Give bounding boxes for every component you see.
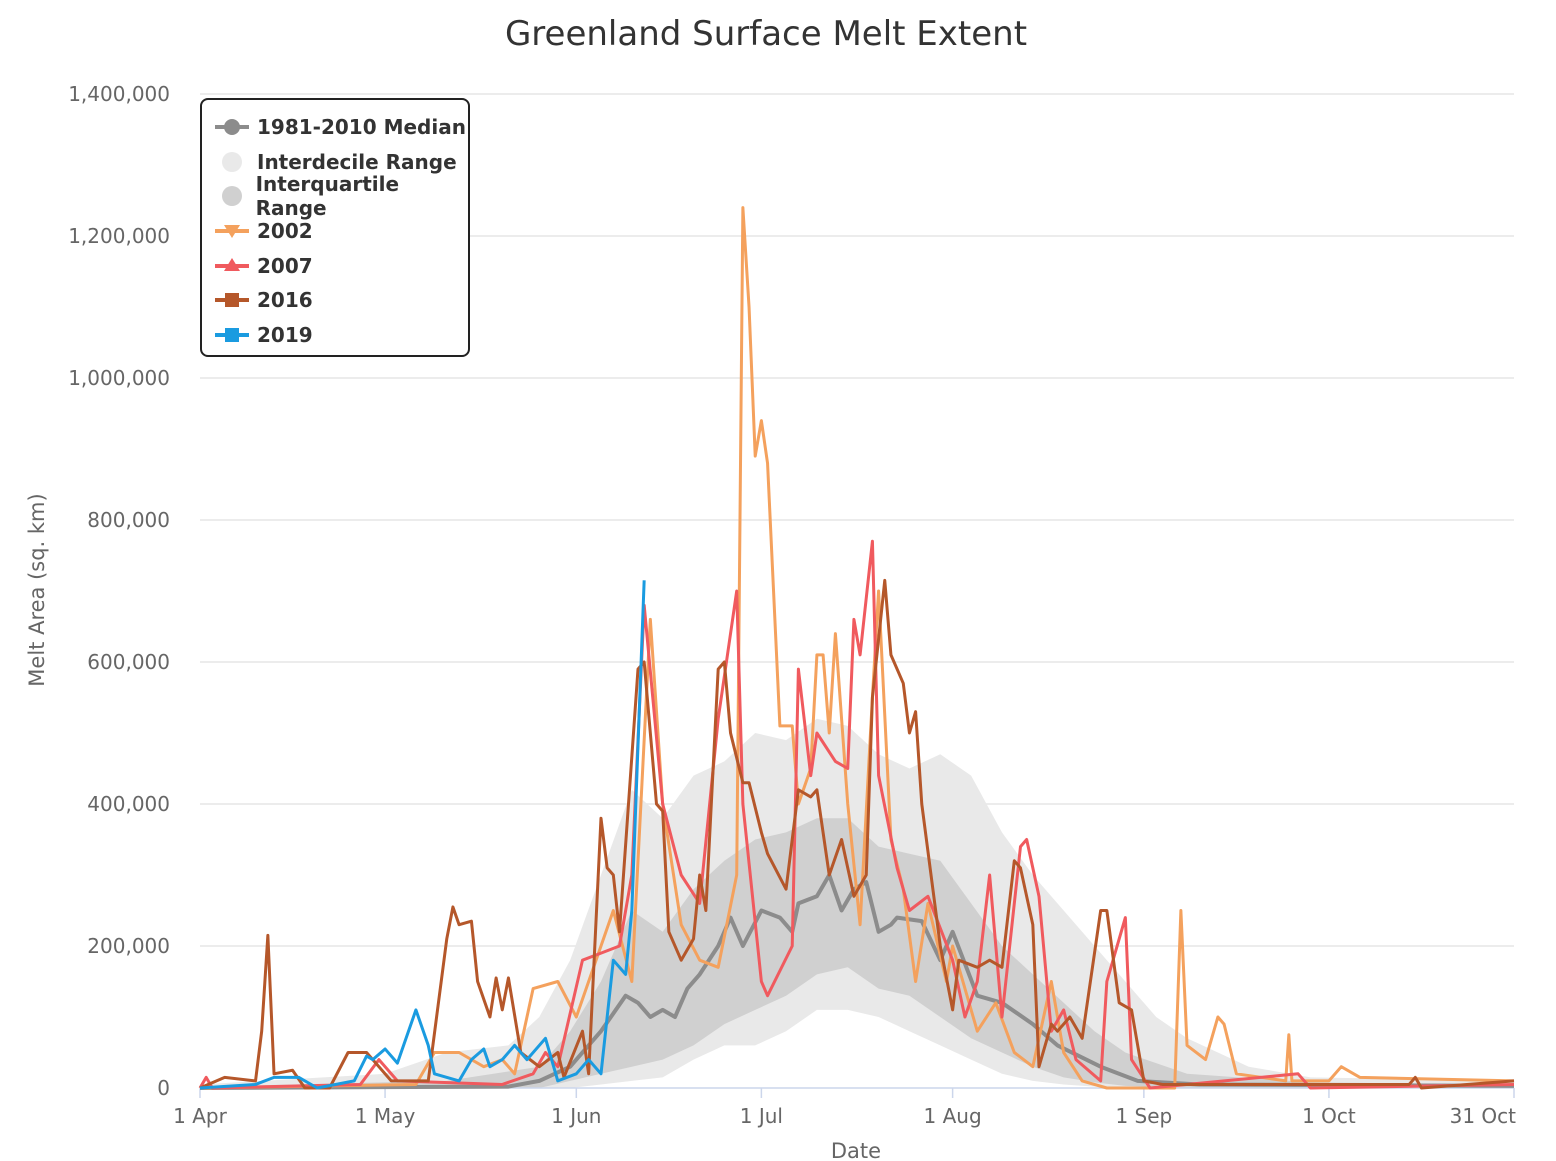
legend-item-median[interactable]: 1981-2010 Median [202,110,468,145]
y-tick-label: 0 [157,1076,170,1100]
y-tick-label: 400,000 [87,792,170,816]
y-tick-label: 1,000,000 [68,366,170,390]
legend-item-2019[interactable]: 2019 [202,318,468,353]
legend-label: 2007 [257,253,313,278]
y-tick-label: 1,400,000 [68,82,170,106]
series-line-2016 [199,578,1515,1090]
circle-marker-icon [215,186,248,207]
x-tick-label: 1 Sep [1115,1104,1172,1128]
y-tick-label: 1,200,000 [68,224,170,248]
square-marker-icon [215,290,249,310]
interquartile-band [200,818,1514,1088]
square-marker-icon [215,325,249,345]
legend-label: 1981-2010 Median [257,115,466,140]
y-tick-label: 800,000 [87,508,170,532]
legend-label: 2002 [257,219,313,244]
triangle-down-marker-icon [215,221,249,241]
series-line-2019 [199,580,646,1090]
triangle-marker-icon [215,256,249,276]
legend-item-2007[interactable]: 2007 [202,248,468,283]
legend-item-interquartile[interactable]: Interquartile Range [202,172,468,220]
chart-legend: 1981-2010 Median Interdecile Range Inter… [200,98,470,357]
legend-label: 2016 [257,288,313,313]
circle-marker-icon [215,117,249,137]
series-line-2007 [198,539,1515,1090]
x-tick-label: 1 Jun [551,1104,601,1128]
y-axis-label: Melt Area (sq. km) [25,493,49,686]
legend-item-2002[interactable]: 2002 [202,214,468,249]
legend-label: 2019 [257,322,313,347]
x-tick-label: 1 Apr [173,1104,227,1128]
x-tick-label: 1 Jul [740,1104,783,1128]
x-axis-label: Date [831,1139,881,1161]
legend-label: Interquartile Range [255,172,400,221]
x-tick-label: 31 Oct [1450,1104,1517,1128]
series-line-1981-2010-median [199,873,1515,1090]
circle-marker-icon [215,151,249,172]
y-tick-label: 600,000 [87,650,170,674]
x-tick-label: 1 Oct [1302,1104,1356,1128]
legend-item-interdecile[interactable]: Interdecile Range [202,145,468,180]
y-tick-label: 200,000 [87,934,170,958]
chart-title: Greenland Surface Melt Extent [504,14,1028,54]
legend-label: Interdecile Range [257,149,457,174]
x-tick-label: 1 May [355,1104,416,1128]
series-line-2002 [199,206,1515,1090]
legend-item-2016[interactable]: 2016 [202,283,468,318]
x-tick-label: 1 Aug [924,1104,982,1128]
